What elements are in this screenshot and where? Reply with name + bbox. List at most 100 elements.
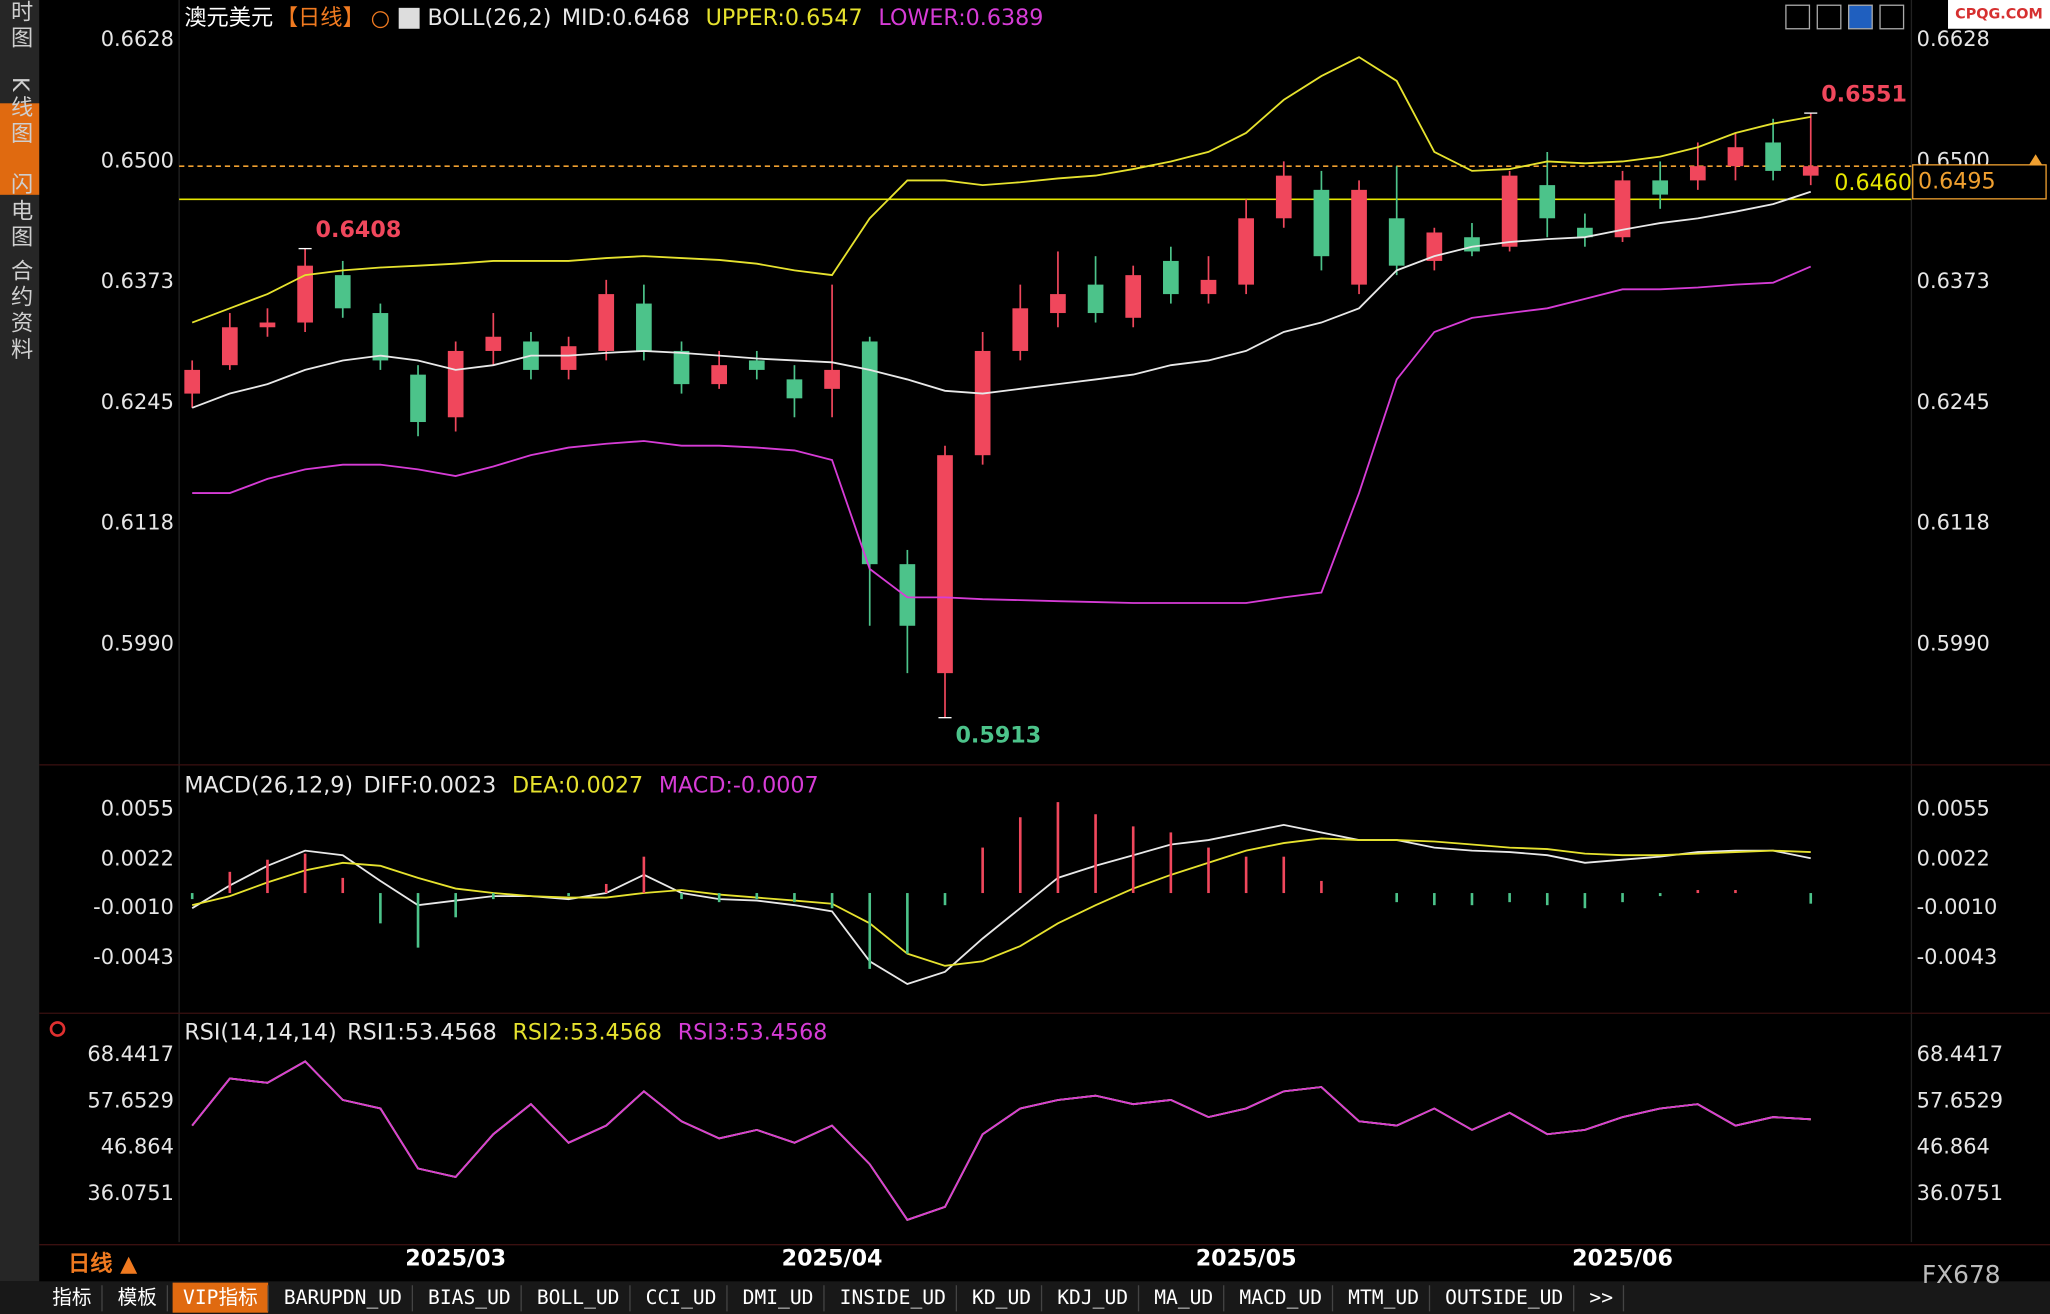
sidebar-tab[interactable]: 闪电图 — [7, 172, 33, 251]
candle-body — [636, 303, 652, 351]
y-tick-label-right: 0.6373 — [1917, 269, 1990, 293]
candle-body — [1577, 227, 1593, 238]
bottom-tab[interactable]: MTM_UD — [1348, 1286, 1419, 1309]
candle-body — [748, 360, 765, 370]
sidebar — [0, 0, 40, 1282]
y-tick-label: 0.0055 — [101, 797, 174, 821]
y-tick-label-right: 0.6628 — [1917, 27, 1990, 51]
y-tick-label: 68.4417 — [87, 1042, 173, 1066]
price-marker — [2029, 154, 2043, 165]
candle-body — [1087, 284, 1104, 314]
indicator-label: MACD:-0.0007 — [659, 772, 819, 798]
bottom-tab[interactable]: 模板 — [118, 1286, 157, 1309]
indicator-line — [191, 1060, 1811, 1221]
bottom-tab[interactable]: BIAS_UD — [428, 1286, 511, 1309]
y-tick-label: 0.6373 — [101, 269, 174, 293]
candle-body — [1275, 175, 1292, 219]
y-tick-label: 36.0751 — [87, 1181, 173, 1205]
logo: CPQG.COM — [1955, 6, 2043, 22]
logo-box — [1948, 0, 2050, 29]
y-tick-label-right: 46.864 — [1917, 1135, 1990, 1159]
candle-body — [334, 275, 351, 309]
y-tick-label: 0.6118 — [101, 510, 174, 534]
candle-body — [786, 379, 803, 399]
y-tick-label: 0.6628 — [101, 27, 174, 51]
y-tick-label-right: 0.6245 — [1917, 390, 1990, 414]
icon[interactable] — [1816, 4, 1842, 30]
indicator-label: MACD(26,12,9) — [184, 772, 353, 798]
indicator-line — [192, 265, 1812, 604]
bottom-tab[interactable]: BARUPDN_UD — [284, 1286, 402, 1309]
indicator-label: LOWER:0.6389 — [878, 5, 1043, 31]
bottom-tab[interactable]: KDJ_UD — [1057, 1286, 1128, 1309]
candle-body — [485, 336, 502, 351]
y-tick-label-right: 68.4417 — [1917, 1042, 2003, 1066]
icon[interactable] — [1879, 4, 1905, 30]
bottom-tab[interactable]: BOLL_UD — [537, 1286, 620, 1309]
candle-body — [410, 374, 426, 423]
candle-body — [1200, 279, 1217, 295]
candle-body — [447, 350, 464, 418]
bottom-tab[interactable]: CCI_UD — [646, 1286, 717, 1309]
watermark: FX678 — [1922, 1260, 2001, 1289]
y-tick-label: 46.864 — [101, 1135, 174, 1159]
candle-body — [937, 455, 953, 674]
sidebar-tab[interactable]: 合约资料 — [7, 258, 33, 363]
y-tick-label-right: 0.0055 — [1917, 797, 1990, 821]
toolbar-icons[interactable] — [1785, 4, 1905, 30]
candle-body — [1125, 275, 1142, 318]
y-tick-label: 57.6529 — [87, 1088, 173, 1112]
bottom-tab[interactable]: VIP指标 — [183, 1286, 258, 1309]
indicator-label: DEA:0.0027 — [512, 772, 643, 798]
bottom-tab[interactable]: >> — [1589, 1286, 1613, 1309]
x-tick-label: 2025/04 — [782, 1246, 883, 1272]
candle-body — [1727, 147, 1744, 167]
annotation: 0.5913 — [955, 722, 1041, 748]
x-tick-label: 2025/03 — [405, 1246, 506, 1272]
icon[interactable] — [1848, 4, 1873, 30]
y-tick-label: -0.0010 — [93, 895, 174, 919]
bottom-tab[interactable]: KD_UD — [972, 1286, 1031, 1309]
period-label[interactable]: 日线 ▲ — [68, 1250, 138, 1277]
candle-body — [372, 313, 389, 361]
candle-body — [598, 294, 615, 351]
bottom-tab[interactable]: 指标 — [52, 1286, 91, 1309]
bottom-tab[interactable]: INSIDE_UD — [840, 1286, 946, 1309]
bottom-tab[interactable]: MA_UD — [1154, 1286, 1213, 1309]
candle-body — [297, 265, 313, 323]
candle-body — [673, 350, 690, 385]
candle-body — [1388, 218, 1405, 266]
candle-body — [1238, 218, 1254, 285]
candle-body — [1765, 142, 1781, 171]
indicator-label: RSI(14,14,14) — [184, 1019, 336, 1045]
icon[interactable] — [1785, 4, 1811, 30]
bottom-tab[interactable]: OUTSIDE_UD — [1445, 1286, 1563, 1309]
sidebar-tab[interactable]: K线图 — [7, 77, 33, 148]
indicator-line — [191, 190, 1812, 409]
indicator-label: RSI1:53.4568 — [347, 1019, 497, 1045]
candle-body — [1539, 185, 1556, 219]
bottom-tab[interactable]: DMI_UD — [743, 1286, 814, 1309]
candle-body — [184, 369, 201, 394]
price-box — [1912, 164, 2047, 200]
y-tick-label-right: -0.0010 — [1917, 895, 1998, 919]
icon — [398, 7, 420, 29]
candle-body — [861, 341, 878, 565]
candle-body — [974, 350, 991, 456]
x-tick-label: 2025/05 — [1196, 1246, 1297, 1272]
candle-body — [1689, 166, 1706, 181]
indicator-label: DIFF:0.0023 — [364, 772, 497, 798]
indicator-label: 【日线】 — [276, 5, 365, 31]
bottom-tab[interactable]: MACD_UD — [1239, 1286, 1322, 1309]
candle-body — [899, 564, 916, 626]
candle-body — [1614, 180, 1631, 238]
indicator-label: MID:0.6468 — [562, 5, 690, 31]
y-tick-label: 0.6500 — [101, 148, 174, 172]
y-tick-label-right: 36.0751 — [1917, 1181, 2003, 1205]
annotation: 0.6408 — [316, 217, 402, 243]
y-tick-label: 0.0022 — [101, 847, 174, 871]
indicator-label: BOLL(26,2) — [427, 5, 551, 31]
sidebar-tab[interactable]: 分时图 — [7, 0, 33, 52]
